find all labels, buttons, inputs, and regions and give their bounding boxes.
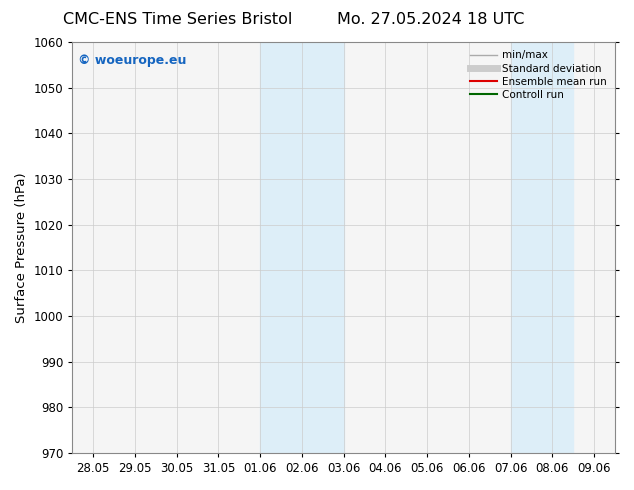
Text: CMC-ENS Time Series Bristol: CMC-ENS Time Series Bristol — [63, 12, 292, 27]
Bar — [510, 42, 573, 453]
Y-axis label: Surface Pressure (hPa): Surface Pressure (hPa) — [15, 172, 28, 323]
Text: © woeurope.eu: © woeurope.eu — [78, 54, 186, 68]
Bar — [260, 42, 344, 453]
Text: Mo. 27.05.2024 18 UTC: Mo. 27.05.2024 18 UTC — [337, 12, 525, 27]
Legend: min/max, Standard deviation, Ensemble mean run, Controll run: min/max, Standard deviation, Ensemble me… — [467, 47, 610, 103]
